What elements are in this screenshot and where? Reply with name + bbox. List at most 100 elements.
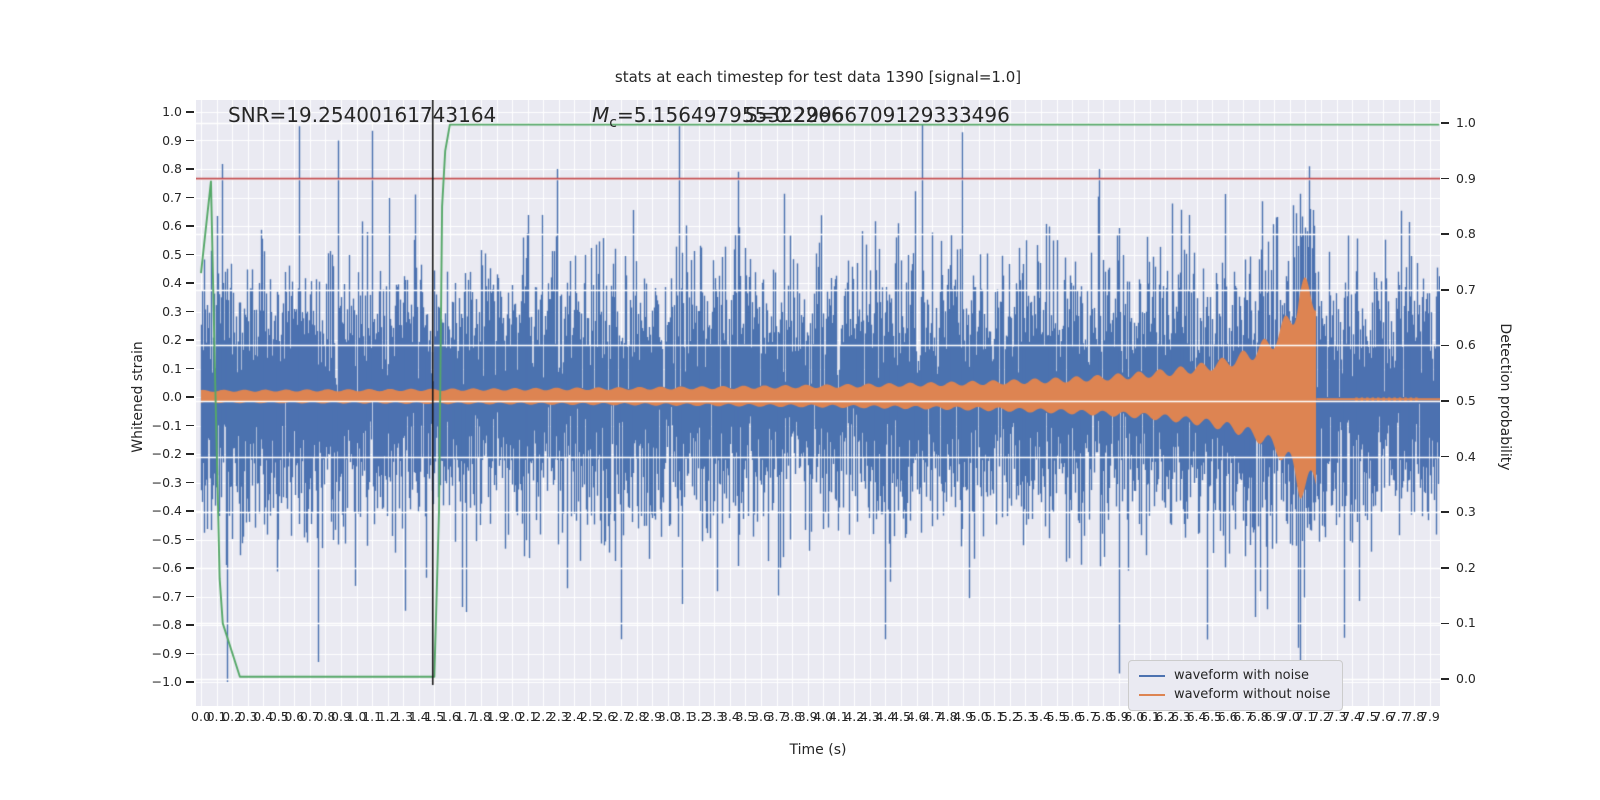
- y-left-tick-mark: [186, 196, 194, 199]
- y-left-tick-label: −0.3: [151, 474, 182, 490]
- x-tick-label: 6.1: [1139, 709, 1160, 724]
- x-tick-label: 4.7: [922, 709, 943, 724]
- y-left-tick-mark: [186, 567, 194, 569]
- y-left-tick-label: 0.3: [162, 303, 182, 319]
- y-left-tick-mark: [186, 538, 194, 541]
- x-tick-label: 0.4: [253, 709, 274, 724]
- x-tick-label: 7.5: [1357, 709, 1378, 724]
- chirp-mass-subscript: c: [609, 115, 617, 131]
- x-tick-label: 5.4: [1031, 709, 1051, 724]
- y-left-tick-mark: [186, 168, 194, 170]
- x-tick-label: 6.0: [1124, 709, 1145, 724]
- x-tick-label: 1.1: [362, 709, 383, 724]
- y-left-tick-label: −0.7: [151, 588, 182, 604]
- y-right-tick-mark: [1441, 567, 1449, 569]
- legend-item-label: waveform without noise: [1174, 687, 1331, 702]
- y-right-tick-label: 0.6: [1456, 337, 1476, 353]
- x-tick-label: 0.2: [222, 709, 243, 724]
- annotation-s-value: S=0.29966709129333496: [745, 103, 1010, 127]
- x-tick-label: 1.3: [393, 709, 414, 724]
- y-right-tick-label: 0.9: [1456, 170, 1476, 186]
- x-tick-label: 5.9: [1108, 709, 1129, 724]
- x-tick-label: 0.6: [284, 709, 305, 724]
- x-tick-label: 2.2: [533, 709, 554, 724]
- y-left-tick-label: −0.4: [151, 503, 182, 518]
- y-left-tick-mark: [186, 424, 194, 427]
- y-left-tick-mark: [186, 339, 194, 341]
- y-left-tick-mark: [186, 367, 194, 370]
- x-tick-label: 4.5: [891, 709, 911, 724]
- plot-area: [196, 100, 1440, 706]
- x-tick-label: 7.4: [1342, 709, 1363, 724]
- x-tick-label: 2.6: [595, 709, 616, 724]
- y-left-tick-mark: [186, 595, 194, 598]
- legend: waveform with noise waveform without nois…: [1128, 660, 1344, 711]
- chirp-mass-symbol: M: [592, 103, 610, 127]
- y-right-tick-label: 0.8: [1456, 226, 1476, 242]
- y-left-tick-mark: [186, 510, 194, 512]
- x-tick-label: 6.2: [1155, 709, 1176, 724]
- y-left-tick-label: −0.5: [151, 531, 182, 547]
- y-right-tick-mark: [1441, 511, 1449, 513]
- waveform-with-noise-swatch: [1139, 674, 1165, 677]
- y-left-tick-label: −1.0: [151, 674, 182, 689]
- y-left-tick-label: 0.5: [162, 246, 182, 262]
- y-left-tick-label: 0.0: [162, 389, 182, 404]
- y-left-tick-label: −0.8: [151, 617, 182, 632]
- x-tick-label: 0.3: [237, 709, 258, 724]
- x-tick-label: 2.8: [626, 709, 647, 724]
- x-tick-label: 2.7: [611, 709, 631, 724]
- x-tick-label: 2.3: [548, 709, 569, 724]
- y-right-tick-label: 0.4: [1456, 448, 1476, 464]
- y-right-tick-label: 0.7: [1456, 281, 1476, 297]
- y-left-tick-label: 0.8: [162, 161, 182, 176]
- x-tick-label: 3.1: [673, 709, 694, 724]
- x-tick-label: 3.3: [704, 709, 725, 724]
- x-tick-label: 5.2: [999, 709, 1020, 724]
- x-tick-label: 7.2: [1311, 709, 1331, 724]
- x-tick-label: 4.4: [875, 709, 896, 724]
- x-tick-label: 2.9: [642, 709, 663, 724]
- x-tick-label: 4.8: [937, 709, 958, 724]
- x-tick-label: 3.5: [735, 709, 756, 724]
- x-tick-label: 6.4: [1186, 709, 1207, 724]
- x-tick-label: 7.9: [1419, 709, 1440, 724]
- chirp-mass-value: =5.156497955322266: [616, 103, 844, 127]
- y-left-tick-label: 0.6: [162, 218, 182, 233]
- x-tick-label: 0.5: [268, 709, 289, 724]
- x-tick-label: 2.1: [517, 709, 538, 724]
- x-tick-label: 2.0: [502, 709, 523, 724]
- x-tick-label: 0.1: [206, 709, 227, 724]
- y-axis-label-right: Detection probability: [1497, 323, 1513, 471]
- x-tick-label: 0.0: [191, 709, 211, 724]
- y-right-tick-label: 1.0: [1456, 115, 1476, 130]
- x-tick-label: 1.6: [439, 709, 460, 724]
- y-left-tick-mark: [186, 453, 194, 455]
- y-right-tick-label: 0.5: [1456, 393, 1476, 408]
- x-tick-label: 1.7: [455, 709, 476, 724]
- y-right-tick-mark: [1441, 455, 1449, 458]
- x-tick-label: 4.9: [953, 709, 974, 724]
- y-right-tick-mark: [1441, 678, 1449, 680]
- y-left-tick-mark: [186, 624, 194, 626]
- x-tick-label: 5.6: [1062, 709, 1083, 724]
- x-tick-label: 7.6: [1373, 709, 1394, 724]
- y-right-tick-label: 0.0: [1456, 671, 1476, 686]
- y-right-tick-label: 0.3: [1456, 504, 1476, 520]
- x-tick-label: 3.6: [751, 709, 771, 724]
- x-tick-label: 3.0: [657, 709, 678, 724]
- chart-title: stats at each timestep for test data 139…: [614, 68, 1022, 86]
- x-tick-label: 1.2: [377, 709, 398, 724]
- x-tick-label: 6.5: [1202, 709, 1223, 724]
- annotation-snr: SNR=19.25400161743164: [228, 103, 497, 127]
- y-left-tick-label: −0.2: [151, 446, 182, 461]
- x-tick-label: 4.0: [813, 709, 834, 724]
- x-tick-label: 5.8: [1093, 709, 1114, 724]
- x-tick-label: 3.8: [782, 709, 803, 724]
- annotation-chirp-mass: Mc=5.156497955322266: [592, 103, 844, 131]
- x-axis-label: Time (s): [789, 742, 847, 758]
- y-right-tick-mark: [1441, 622, 1449, 625]
- x-tick-label: 1.9: [486, 709, 507, 724]
- y-left-tick-mark: [186, 111, 194, 113]
